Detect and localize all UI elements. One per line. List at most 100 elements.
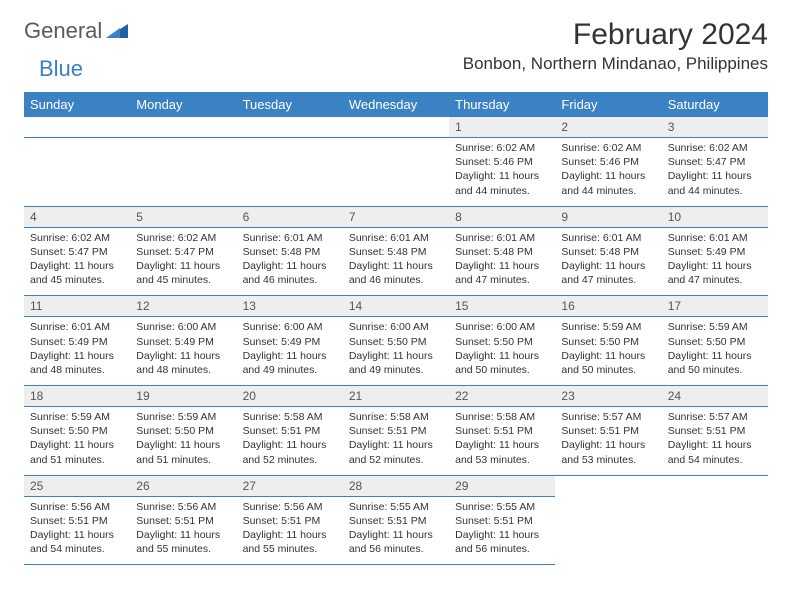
day-number: 5 [130, 207, 236, 227]
sunset-text: Sunset: 5:47 PM [136, 245, 230, 259]
brand-triangle-icon [106, 22, 128, 40]
sunset-text: Sunset: 5:50 PM [136, 424, 230, 438]
day-detail: Sunrise: 5:57 AMSunset: 5:51 PMDaylight:… [555, 407, 661, 475]
day-header: Sunday [24, 92, 130, 117]
day-number-cell [555, 475, 661, 496]
day-header: Monday [130, 92, 236, 117]
day-number-cell: 20 [237, 386, 343, 407]
day-detail-cell [555, 496, 661, 565]
day-number: 10 [662, 207, 768, 227]
daynum-row: 2526272829 [24, 475, 768, 496]
sunrise-text: Sunrise: 6:00 AM [243, 320, 337, 334]
day-number: 16 [555, 296, 661, 316]
sunrise-text: Sunrise: 6:01 AM [349, 231, 443, 245]
day-detail: Sunrise: 5:59 AMSunset: 5:50 PMDaylight:… [130, 407, 236, 475]
daylight-text: Daylight: 11 hours and 45 minutes. [30, 259, 124, 287]
day-header: Tuesday [237, 92, 343, 117]
day-number-cell: 4 [24, 206, 130, 227]
daylight-text: Daylight: 11 hours and 54 minutes. [30, 528, 124, 556]
day-number-cell: 3 [662, 117, 768, 138]
day-detail-cell [343, 138, 449, 207]
sunrise-text: Sunrise: 5:57 AM [668, 410, 762, 424]
daylight-text: Daylight: 11 hours and 56 minutes. [455, 528, 549, 556]
day-detail-cell: Sunrise: 6:01 AMSunset: 5:48 PMDaylight:… [237, 227, 343, 296]
day-detail: Sunrise: 5:58 AMSunset: 5:51 PMDaylight:… [449, 407, 555, 475]
daylight-text: Daylight: 11 hours and 56 minutes. [349, 528, 443, 556]
day-detail-cell: Sunrise: 5:56 AMSunset: 5:51 PMDaylight:… [237, 496, 343, 565]
day-number: 19 [130, 386, 236, 406]
daylight-text: Daylight: 11 hours and 52 minutes. [349, 438, 443, 466]
sunset-text: Sunset: 5:49 PM [136, 335, 230, 349]
day-detail-cell: Sunrise: 6:00 AMSunset: 5:49 PMDaylight:… [237, 317, 343, 386]
day-detail-cell: Sunrise: 5:56 AMSunset: 5:51 PMDaylight:… [24, 496, 130, 565]
sunrise-text: Sunrise: 5:58 AM [349, 410, 443, 424]
day-detail-cell: Sunrise: 5:59 AMSunset: 5:50 PMDaylight:… [130, 407, 236, 476]
day-detail-cell: Sunrise: 5:55 AMSunset: 5:51 PMDaylight:… [449, 496, 555, 565]
day-number-cell: 28 [343, 475, 449, 496]
day-number-cell: 22 [449, 386, 555, 407]
day-number-cell: 14 [343, 296, 449, 317]
day-detail-cell: Sunrise: 5:58 AMSunset: 5:51 PMDaylight:… [237, 407, 343, 476]
sunset-text: Sunset: 5:51 PM [136, 514, 230, 528]
day-detail-cell: Sunrise: 6:00 AMSunset: 5:49 PMDaylight:… [130, 317, 236, 386]
sunset-text: Sunset: 5:51 PM [243, 514, 337, 528]
sunset-text: Sunset: 5:51 PM [455, 424, 549, 438]
sunrise-text: Sunrise: 6:01 AM [668, 231, 762, 245]
sunrise-text: Sunrise: 6:01 AM [561, 231, 655, 245]
sunrise-text: Sunrise: 5:59 AM [30, 410, 124, 424]
sunrise-text: Sunrise: 5:59 AM [561, 320, 655, 334]
day-detail: Sunrise: 5:55 AMSunset: 5:51 PMDaylight:… [449, 497, 555, 565]
sunrise-text: Sunrise: 6:01 AM [243, 231, 337, 245]
daylight-text: Daylight: 11 hours and 50 minutes. [455, 349, 549, 377]
daylight-text: Daylight: 11 hours and 46 minutes. [349, 259, 443, 287]
day-detail: Sunrise: 6:01 AMSunset: 5:49 PMDaylight:… [662, 228, 768, 296]
day-detail: Sunrise: 6:02 AMSunset: 5:47 PMDaylight:… [130, 228, 236, 296]
sunrise-text: Sunrise: 6:02 AM [668, 141, 762, 155]
day-number: 8 [449, 207, 555, 227]
day-detail-cell: Sunrise: 6:02 AMSunset: 5:47 PMDaylight:… [662, 138, 768, 207]
sunrise-text: Sunrise: 5:59 AM [668, 320, 762, 334]
daynum-row: 18192021222324 [24, 386, 768, 407]
day-number: 24 [662, 386, 768, 406]
daylight-text: Daylight: 11 hours and 51 minutes. [136, 438, 230, 466]
day-detail: Sunrise: 5:58 AMSunset: 5:51 PMDaylight:… [343, 407, 449, 475]
day-number-cell: 25 [24, 475, 130, 496]
day-detail: Sunrise: 6:00 AMSunset: 5:50 PMDaylight:… [343, 317, 449, 385]
day-header: Wednesday [343, 92, 449, 117]
day-number-cell: 19 [130, 386, 236, 407]
sunrise-text: Sunrise: 5:55 AM [455, 500, 549, 514]
day-number: 3 [662, 117, 768, 137]
sunset-text: Sunset: 5:50 PM [455, 335, 549, 349]
day-detail: Sunrise: 6:01 AMSunset: 5:49 PMDaylight:… [24, 317, 130, 385]
sunrise-text: Sunrise: 5:55 AM [349, 500, 443, 514]
day-detail-cell: Sunrise: 5:58 AMSunset: 5:51 PMDaylight:… [449, 407, 555, 476]
day-number: 20 [237, 386, 343, 406]
sunset-text: Sunset: 5:46 PM [561, 155, 655, 169]
sunset-text: Sunset: 5:49 PM [30, 335, 124, 349]
day-number-cell: 26 [130, 475, 236, 496]
sunset-text: Sunset: 5:50 PM [561, 335, 655, 349]
sunset-text: Sunset: 5:51 PM [668, 424, 762, 438]
day-detail: Sunrise: 5:59 AMSunset: 5:50 PMDaylight:… [555, 317, 661, 385]
daylight-text: Daylight: 11 hours and 53 minutes. [561, 438, 655, 466]
day-detail-cell [237, 138, 343, 207]
daylight-text: Daylight: 11 hours and 55 minutes. [136, 528, 230, 556]
day-number: 9 [555, 207, 661, 227]
sunset-text: Sunset: 5:46 PM [455, 155, 549, 169]
daylight-text: Daylight: 11 hours and 54 minutes. [668, 438, 762, 466]
sunrise-text: Sunrise: 5:58 AM [243, 410, 337, 424]
day-number-cell: 16 [555, 296, 661, 317]
day-number: 25 [24, 476, 130, 496]
detail-row: Sunrise: 6:01 AMSunset: 5:49 PMDaylight:… [24, 317, 768, 386]
day-detail: Sunrise: 5:58 AMSunset: 5:51 PMDaylight:… [237, 407, 343, 475]
sunrise-text: Sunrise: 6:02 AM [30, 231, 124, 245]
day-number-cell: 23 [555, 386, 661, 407]
sunrise-text: Sunrise: 6:02 AM [561, 141, 655, 155]
sunset-text: Sunset: 5:51 PM [349, 514, 443, 528]
sunset-text: Sunset: 5:50 PM [30, 424, 124, 438]
daylight-text: Daylight: 11 hours and 50 minutes. [561, 349, 655, 377]
day-header: Thursday [449, 92, 555, 117]
sunset-text: Sunset: 5:47 PM [668, 155, 762, 169]
day-number-cell [24, 117, 130, 138]
day-detail: Sunrise: 6:02 AMSunset: 5:47 PMDaylight:… [24, 228, 130, 296]
